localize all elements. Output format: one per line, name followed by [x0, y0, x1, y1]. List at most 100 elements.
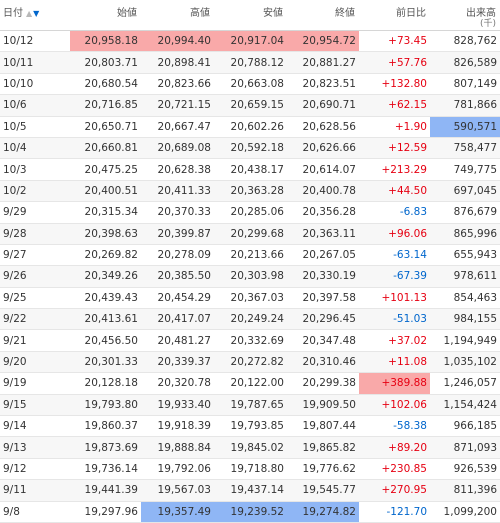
- volume-cell: 749,775: [430, 158, 500, 181]
- close-cell: 20,628.56: [287, 116, 359, 138]
- open-cell: 19,441.39: [70, 479, 141, 502]
- close-cell: 20,626.66: [287, 137, 359, 160]
- date-cell: 9/14: [0, 415, 70, 438]
- low-cell: 20,303.98: [214, 265, 287, 288]
- open-cell: 20,128.18: [70, 372, 141, 395]
- low-cell: 20,272.82: [214, 351, 287, 374]
- close-cell: 19,865.82: [287, 436, 359, 459]
- volume-cell: 655,943: [430, 244, 500, 267]
- diff-cell: +270.95: [359, 479, 430, 502]
- volume-cell: 978,611: [430, 265, 500, 288]
- date-cell: 9/19: [0, 372, 70, 395]
- open-cell: 20,400.51: [70, 180, 141, 203]
- high-cell: 20,823.66: [141, 73, 214, 96]
- open-cell: 20,660.81: [70, 137, 141, 160]
- volume-cell: 1,246,057: [430, 372, 500, 395]
- table-row: 9/19 20,128.18 20,320.78 20,122.00 20,299.38…: [0, 372, 500, 395]
- volume-cell: 871,093: [430, 436, 500, 459]
- open-cell: 20,349.26: [70, 265, 141, 288]
- open-column-header: 始値: [70, 0, 141, 31]
- diff-cell: -121.70: [359, 501, 430, 523]
- date-cell: 10/12: [0, 30, 70, 53]
- close-cell: 20,614.07: [287, 158, 359, 181]
- open-cell: 20,413.61: [70, 308, 141, 331]
- date-cell: 10/5: [0, 116, 70, 138]
- open-cell: 19,736.14: [70, 458, 141, 481]
- table-row: 9/15 19,793.80 19,933.40 19,787.65 19,909.50…: [0, 394, 500, 417]
- open-cell: 20,315.34: [70, 201, 141, 224]
- low-cell: 20,299.68: [214, 223, 287, 245]
- date-cell: 9/27: [0, 244, 70, 267]
- diff-cell: -51.03: [359, 308, 430, 331]
- diff-cell: +62.15: [359, 94, 430, 117]
- low-cell: 20,213.66: [214, 244, 287, 267]
- close-cell: 20,397.58: [287, 287, 359, 310]
- diff-cell: +12.59: [359, 137, 430, 160]
- low-cell: 19,239.52: [214, 501, 287, 523]
- date-cell: 9/15: [0, 394, 70, 417]
- table-header-row: 日付 ▲▼ 始値 高値 安値 終値 前日比 出来高 (千): [0, 0, 500, 31]
- close-cell: 19,909.50: [287, 394, 359, 417]
- high-cell: 19,792.06: [141, 458, 214, 481]
- sort-icon[interactable]: ▲▼: [26, 9, 40, 18]
- low-cell: 20,663.08: [214, 73, 287, 96]
- diff-cell: +389.88: [359, 372, 430, 395]
- low-cell: 20,249.24: [214, 308, 287, 331]
- diff-cell: -6.83: [359, 201, 430, 224]
- date-cell: 9/12: [0, 458, 70, 481]
- table-row: 9/28 20,398.63 20,399.87 20,299.68 20,363.11…: [0, 223, 500, 245]
- table-row: 9/8 19,297.96 19,357.49 19,239.52 19,274.82-…: [0, 501, 500, 523]
- low-cell: 20,788.12: [214, 51, 287, 74]
- open-cell: 20,456.50: [70, 329, 141, 352]
- date-cell: 9/25: [0, 287, 70, 310]
- table-row: 10/6 20,716.85 20,721.15 20,659.15 20,690.71…: [0, 94, 500, 117]
- date-cell: 10/2: [0, 180, 70, 203]
- diff-header-label: 前日比: [396, 8, 426, 19]
- close-cell: 20,881.27: [287, 51, 359, 74]
- volume-cell: 758,477: [430, 137, 500, 160]
- low-header-label: 安値: [263, 8, 283, 19]
- low-column-header: 安値: [214, 0, 287, 31]
- open-cell: 20,680.54: [70, 73, 141, 96]
- table-row: 10/5 20,650.71 20,667.47 20,602.26 20,628.56…: [0, 116, 500, 138]
- volume-cell: 1,099,200: [430, 501, 500, 523]
- diff-cell: -58.38: [359, 415, 430, 438]
- close-cell: 20,310.46: [287, 351, 359, 374]
- low-cell: 20,438.17: [214, 158, 287, 181]
- high-cell: 19,918.39: [141, 415, 214, 438]
- high-cell: 20,667.47: [141, 116, 214, 138]
- date-cell: 9/20: [0, 351, 70, 374]
- close-cell: 19,545.77: [287, 479, 359, 502]
- high-cell: 20,278.09: [141, 244, 214, 267]
- low-cell: 20,367.03: [214, 287, 287, 310]
- table-row: 9/22 20,413.61 20,417.07 20,249.24 20,296.45…: [0, 308, 500, 331]
- date-column-header[interactable]: 日付 ▲▼: [0, 0, 70, 31]
- low-cell: 20,332.69: [214, 329, 287, 352]
- volume-cell: 828,762: [430, 30, 500, 53]
- volume-cell: 1,035,102: [430, 351, 500, 374]
- volume-unit-label: (千): [479, 19, 496, 29]
- low-cell: 19,437.14: [214, 479, 287, 502]
- date-cell: 9/22: [0, 308, 70, 331]
- diff-cell: +101.13: [359, 287, 430, 310]
- open-cell: 20,475.25: [70, 158, 141, 181]
- open-cell: 19,297.96: [70, 501, 141, 523]
- volume-cell: 876,679: [430, 201, 500, 224]
- volume-column-header: 出来高 (千): [430, 0, 500, 31]
- open-cell: 20,301.33: [70, 351, 141, 374]
- low-cell: 20,363.28: [214, 180, 287, 203]
- table-row: 10/3 20,475.25 20,628.38 20,438.17 20,614.07…: [0, 158, 500, 181]
- open-cell: 19,873.69: [70, 436, 141, 459]
- diff-cell: +89.20: [359, 436, 430, 459]
- high-cell: 20,994.40: [141, 30, 214, 53]
- close-cell: 20,330.19: [287, 265, 359, 288]
- table-row: 9/21 20,456.50 20,481.27 20,332.69 20,347.48…: [0, 329, 500, 352]
- volume-cell: 811,396: [430, 479, 500, 502]
- close-cell: 19,776.62: [287, 458, 359, 481]
- table-row: 9/14 19,860.37 19,918.39 19,793.85 19,807.44…: [0, 415, 500, 438]
- high-cell: 19,357.49: [141, 501, 214, 523]
- diff-cell: +213.29: [359, 158, 430, 181]
- date-cell: 10/10: [0, 73, 70, 96]
- high-cell: 20,454.29: [141, 287, 214, 310]
